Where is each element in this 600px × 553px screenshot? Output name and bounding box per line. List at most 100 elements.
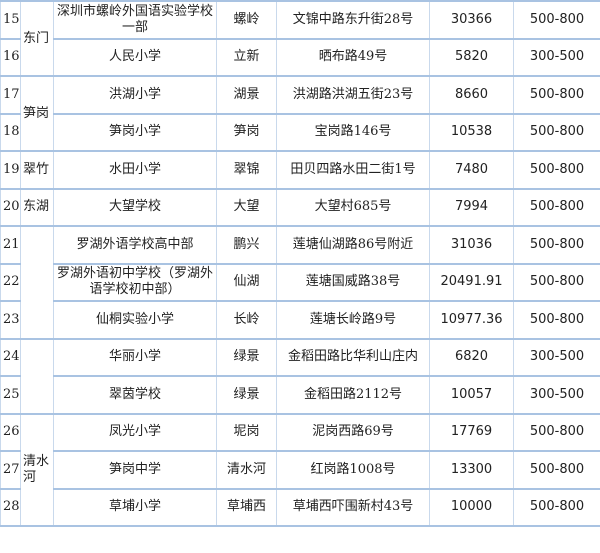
school-name: 洪湖小学 xyxy=(53,75,217,115)
table-row: 19 翠竹 水田小学 翠锦 田贝四路水田二街1号 7480 500-800 xyxy=(0,150,600,190)
school-name: 罗湖外语初中学校（罗湖外语学校初中部） xyxy=(53,262,217,302)
house-price: 10977.36 xyxy=(429,300,514,340)
house-price: 31036 xyxy=(429,225,514,265)
school-name: 华丽小学 xyxy=(53,337,217,377)
house-price: 10538 xyxy=(429,112,514,152)
address: 金稻田路比华利山庄内 xyxy=(276,337,430,377)
address: 泥岗西路69号 xyxy=(276,412,430,452)
school-table: 15 东门 深圳市螺岭外国语实验学校一部 螺岭 文锦中路东升街28号 30366 500-8… xyxy=(0,0,600,527)
house-price: 7480 xyxy=(429,150,514,190)
school-name: 水田小学 xyxy=(53,150,217,190)
row-number: 28 xyxy=(0,487,21,527)
school-name: 笋岗小学 xyxy=(53,112,217,152)
rent-range: 500-800 xyxy=(513,187,600,227)
house-price: 13300 xyxy=(429,450,514,490)
school-name: 大望学校 xyxy=(53,187,217,227)
table-row: 21 罗湖外语学校高中部 鹏兴 莲塘仙湖路86号附近 31036 500-800 xyxy=(0,225,600,340)
community: 螺岭 xyxy=(216,0,277,40)
rent-range: 500-800 xyxy=(513,75,600,115)
table-row: 26 清水河 凤光小学 坭岗 泥岗西路69号 17769 500-800 xyxy=(0,412,600,527)
district-cell: 笋岗 xyxy=(20,75,54,152)
table-row: 22 罗湖外语初中学校（罗湖外语学校初中部） 仙湖 莲塘国威路38号 20491.91 5… xyxy=(0,262,600,302)
community: 立新 xyxy=(216,37,277,77)
rent-range: 500-800 xyxy=(513,112,600,152)
table-row: 20 东湖 大望学校 大望 大望村685号 7994 500-800 xyxy=(0,187,600,227)
row-number: 16 xyxy=(0,37,21,77)
address: 洪湖路洪湖五街23号 xyxy=(276,75,430,115)
row-number: 26 xyxy=(0,412,21,452)
table-row: 28 草埔小学 草埔西 草埔西吓围新村43号 10000 500-800 xyxy=(0,487,600,527)
community: 长岭 xyxy=(216,300,277,340)
school-name: 人民小学 xyxy=(53,37,217,77)
community: 大望 xyxy=(216,187,277,227)
row-number: 18 xyxy=(0,112,21,152)
house-price: 6820 xyxy=(429,337,514,377)
address: 红岗路1008号 xyxy=(276,450,430,490)
table-row: 24 华丽小学 绿景 金稻田路比华利山庄内 6820 300-500 xyxy=(0,337,600,415)
school-name: 凤光小学 xyxy=(53,412,217,452)
rent-range: 500-800 xyxy=(513,450,600,490)
table-row: 17 笋岗 洪湖小学 湖景 洪湖路洪湖五街23号 8660 500-800 xyxy=(0,75,600,152)
table-body: 15 东门 深圳市螺岭外国语实验学校一部 螺岭 文锦中路东升街28号 30366 500-8… xyxy=(0,0,600,527)
community: 仙湖 xyxy=(216,262,277,302)
table-row: 25 翠茵学校 绿景 金稻田路2112号 10057 300-500 xyxy=(0,375,600,415)
house-price: 10000 xyxy=(429,487,514,527)
row-number: 25 xyxy=(0,375,21,415)
rent-range: 500-800 xyxy=(513,262,600,302)
rent-range: 500-800 xyxy=(513,300,600,340)
community: 绿景 xyxy=(216,337,277,377)
district-cell xyxy=(20,337,54,415)
community: 草埔西 xyxy=(216,487,277,527)
rent-range: 500-800 xyxy=(513,225,600,265)
house-price: 20491.91 xyxy=(429,262,514,302)
address: 大望村685号 xyxy=(276,187,430,227)
rent-range: 300-500 xyxy=(513,375,600,415)
school-name: 仙桐实验小学 xyxy=(53,300,217,340)
address: 宝岗路146号 xyxy=(276,112,430,152)
address: 莲塘国威路38号 xyxy=(276,262,430,302)
district-cell: 翠竹 xyxy=(20,150,54,190)
school-name: 笋岗中学 xyxy=(53,450,217,490)
address: 晒布路49号 xyxy=(276,37,430,77)
table-row: 18 笋岗小学 笋岗 宝岗路146号 10538 500-800 xyxy=(0,112,600,152)
address: 田贝四路水田二街1号 xyxy=(276,150,430,190)
table-row: 16 人民小学 立新 晒布路49号 5820 300-500 xyxy=(0,37,600,77)
row-number: 21 xyxy=(0,225,21,265)
rent-range: 500-800 xyxy=(513,487,600,527)
community: 坭岗 xyxy=(216,412,277,452)
house-price: 5820 xyxy=(429,37,514,77)
rent-range: 500-800 xyxy=(513,0,600,40)
row-number: 24 xyxy=(0,337,21,377)
district-cell: 清水河 xyxy=(20,412,54,527)
district-cell xyxy=(20,225,54,340)
row-number: 23 xyxy=(0,300,21,340)
house-price: 30366 xyxy=(429,0,514,40)
row-number: 22 xyxy=(0,262,21,302)
rent-range: 500-800 xyxy=(513,412,600,452)
district-cell: 东门 xyxy=(20,0,54,77)
row-number: 15 xyxy=(0,0,21,40)
table-row: 27 笋岗中学 清水河 红岗路1008号 13300 500-800 xyxy=(0,450,600,490)
community: 清水河 xyxy=(216,450,277,490)
row-number: 20 xyxy=(0,187,21,227)
community: 翠锦 xyxy=(216,150,277,190)
address: 金稻田路2112号 xyxy=(276,375,430,415)
row-number: 17 xyxy=(0,75,21,115)
school-name: 翠茵学校 xyxy=(53,375,217,415)
district-cell: 东湖 xyxy=(20,187,54,227)
school-name: 草埔小学 xyxy=(53,487,217,527)
row-number: 19 xyxy=(0,150,21,190)
address: 文锦中路东升街28号 xyxy=(276,0,430,40)
table-row: 15 东门 深圳市螺岭外国语实验学校一部 螺岭 文锦中路东升街28号 30366 500-8… xyxy=(0,0,600,77)
community: 绿景 xyxy=(216,375,277,415)
house-price: 8660 xyxy=(429,75,514,115)
house-price: 17769 xyxy=(429,412,514,452)
rent-range: 300-500 xyxy=(513,37,600,77)
row-number: 27 xyxy=(0,450,21,490)
address: 莲塘仙湖路86号附近 xyxy=(276,225,430,265)
community: 鹏兴 xyxy=(216,225,277,265)
table-row: 23 仙桐实验小学 长岭 莲塘长岭路9号 10977.36 500-800 xyxy=(0,300,600,340)
address: 草埔西吓围新村43号 xyxy=(276,487,430,527)
community: 湖景 xyxy=(216,75,277,115)
house-price: 10057 xyxy=(429,375,514,415)
